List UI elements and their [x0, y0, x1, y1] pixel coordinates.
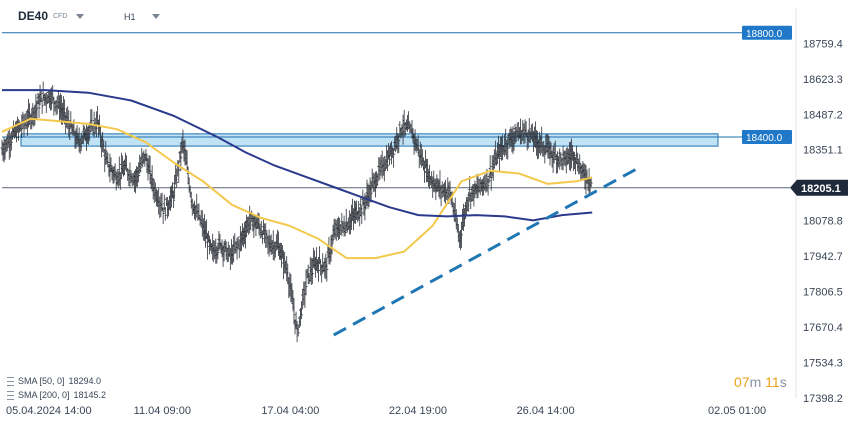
x-tick-label: 05.04.2024 14:00 [6, 405, 92, 417]
y-tick-label: 17670.4 [803, 322, 843, 334]
x-tick-label: 02.05 01:00 [708, 405, 766, 417]
y-tick-label: 18623.3 [803, 74, 843, 86]
countdown-minutes: 07 [734, 374, 750, 390]
countdown-minutes-unit: m [749, 374, 762, 390]
y-tick-label: 18078.8 [803, 216, 843, 228]
x-tick-label: 17.04 04:00 [261, 405, 319, 417]
y-tick-label: 17534.3 [803, 358, 843, 370]
sma50-line [1, 117, 593, 260]
current-price-tag [790, 179, 848, 196]
candle-countdown: 07m 11s [734, 374, 787, 390]
instrument-symbol[interactable]: DE40 [18, 9, 49, 23]
y-tick-label: 18759.4 [803, 38, 843, 50]
indicator-menu-icon[interactable] [7, 390, 14, 400]
y-tick-label: 17398.2 [803, 393, 843, 405]
timeframe-dropdown-icon[interactable] [152, 14, 160, 19]
x-tick-label: 22.04 19:00 [389, 405, 447, 417]
level-tag [742, 129, 792, 144]
current-price-label: 18205.1 [801, 183, 841, 195]
timeframe-selector[interactable]: H1 [124, 12, 136, 22]
level-tag [742, 25, 792, 40]
legend-sma200-value: 18145.2 [73, 390, 107, 400]
support-trendline [332, 166, 640, 337]
legend-sma200[interactable]: SMA [200, 0] 18145.2 [7, 390, 106, 400]
legend-sma50-label: SMA [50, 0] [18, 376, 65, 386]
x-tick-label: 26.04 14:00 [517, 405, 575, 417]
countdown-seconds: 11 [765, 374, 780, 390]
legend-sma200-label: SMA [200, 0] [18, 390, 70, 400]
legend-sma50-value: 18294.0 [68, 376, 102, 386]
indicator-menu-icon[interactable] [7, 376, 14, 386]
level-tag-label: 18400.0 [746, 133, 783, 144]
symbol-dropdown-icon[interactable] [76, 14, 84, 19]
resistance-zone [20, 133, 719, 147]
x-tick-label: 11.04 09:00 [134, 405, 191, 417]
level-tag-label: 18800.0 [746, 29, 783, 40]
y-tick-label: 17942.7 [803, 251, 843, 263]
sma200-line [2, 89, 593, 222]
y-tick-label: 18487.2 [803, 109, 843, 121]
y-tick-label: 18351.1 [803, 145, 843, 157]
price-bars [0, 81, 593, 343]
legend-sma50[interactable]: SMA [50, 0] 18294.0 [7, 376, 101, 386]
instrument-type-tag: CFD [53, 13, 68, 20]
countdown-seconds-unit: s [779, 374, 787, 390]
y-tick-label: 17806.5 [803, 287, 843, 299]
